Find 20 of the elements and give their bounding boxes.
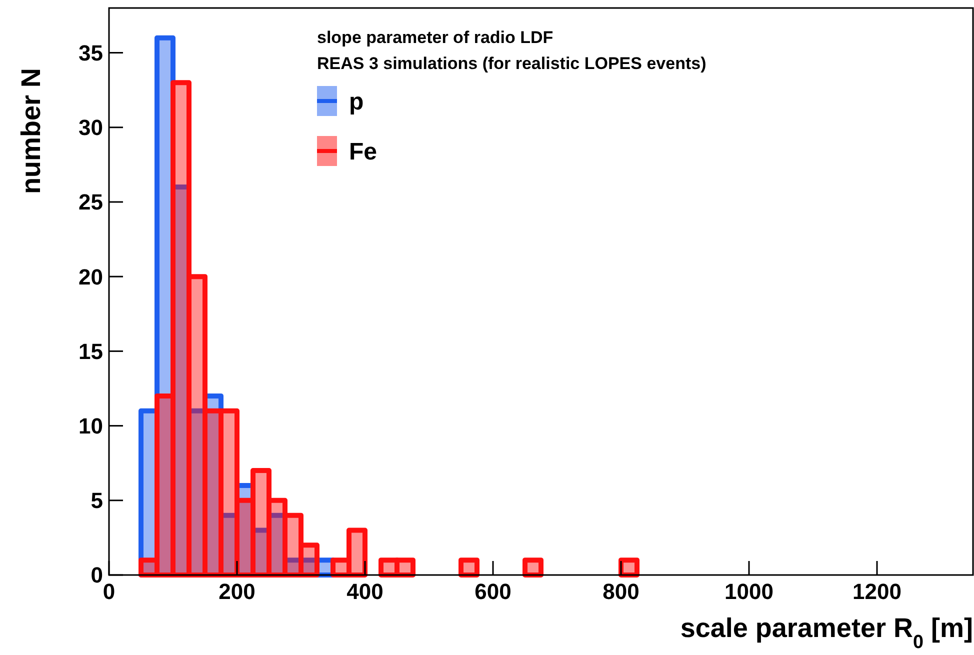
y-axis-title: number N	[16, 68, 46, 194]
annotation: REAS 3 simulations (for realistic LOPES events)	[317, 54, 706, 73]
y-tick-label: 0	[90, 562, 103, 588]
y-tick-label: 15	[78, 338, 103, 364]
legend-label: Fe	[349, 138, 378, 166]
y-tick-label: 25	[78, 190, 103, 215]
x-tick-label: 600	[474, 579, 512, 604]
x-tick-label: 1200	[852, 579, 902, 604]
x-tick-label: 400	[346, 579, 384, 604]
y-tick-label: 10	[78, 413, 103, 438]
x-axis-title: scale parameter R$_{0}$ [m]	[680, 613, 973, 652]
y-tick-label: 5	[90, 488, 103, 514]
x-tick-label: 800	[602, 579, 640, 604]
x-tick-label: 1000	[724, 579, 774, 604]
x-tick-label: 200	[218, 579, 256, 604]
y-tick-label: 35	[78, 40, 103, 66]
y-tick-label: 20	[78, 264, 103, 290]
annotation: slope parameter of radio LDF	[317, 28, 554, 47]
y-tick-label: 30	[78, 115, 103, 140]
legend-label: p	[349, 88, 364, 116]
